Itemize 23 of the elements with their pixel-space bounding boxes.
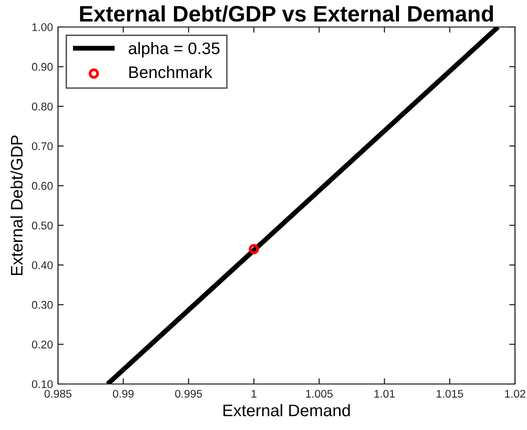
legend-label: alpha = 0.35 — [128, 42, 220, 58]
x-tick-label: 0.985 — [44, 390, 72, 398]
y-axis-title: External Debt/GDP — [10, 136, 23, 275]
y-tick-label: 0.40 — [32, 261, 53, 270]
chart-title: External Debt/GDP vs External Demand — [80, 5, 493, 22]
y-tick-label: 0.10 — [32, 380, 53, 388]
y-tick-label: 1.00 — [32, 23, 53, 32]
x-tick-label: 1.02 — [505, 390, 526, 398]
x-axis-title: External Demand — [223, 404, 350, 416]
y-tick-label: 0.20 — [32, 340, 53, 348]
x-tick-label: 0.995 — [175, 390, 202, 398]
y-tick-label: 0.80 — [32, 102, 53, 110]
y-tick-label: 0.70 — [32, 142, 53, 150]
y-tick-label: 0.60 — [32, 182, 53, 190]
y-tick-label: 0.50 — [32, 222, 53, 230]
x-tick-label: 1 — [252, 390, 256, 398]
x-tick-label: 1.01 — [374, 390, 395, 398]
x-tick-label: 1.015 — [436, 390, 464, 398]
legend-label: Benchmark — [129, 66, 212, 78]
y-tick-label: 0.90 — [32, 62, 53, 71]
y-tick-label: 0.30 — [32, 300, 53, 309]
x-tick-label: 1.005 — [306, 390, 333, 398]
x-tick-label: 0.99 — [112, 390, 134, 398]
